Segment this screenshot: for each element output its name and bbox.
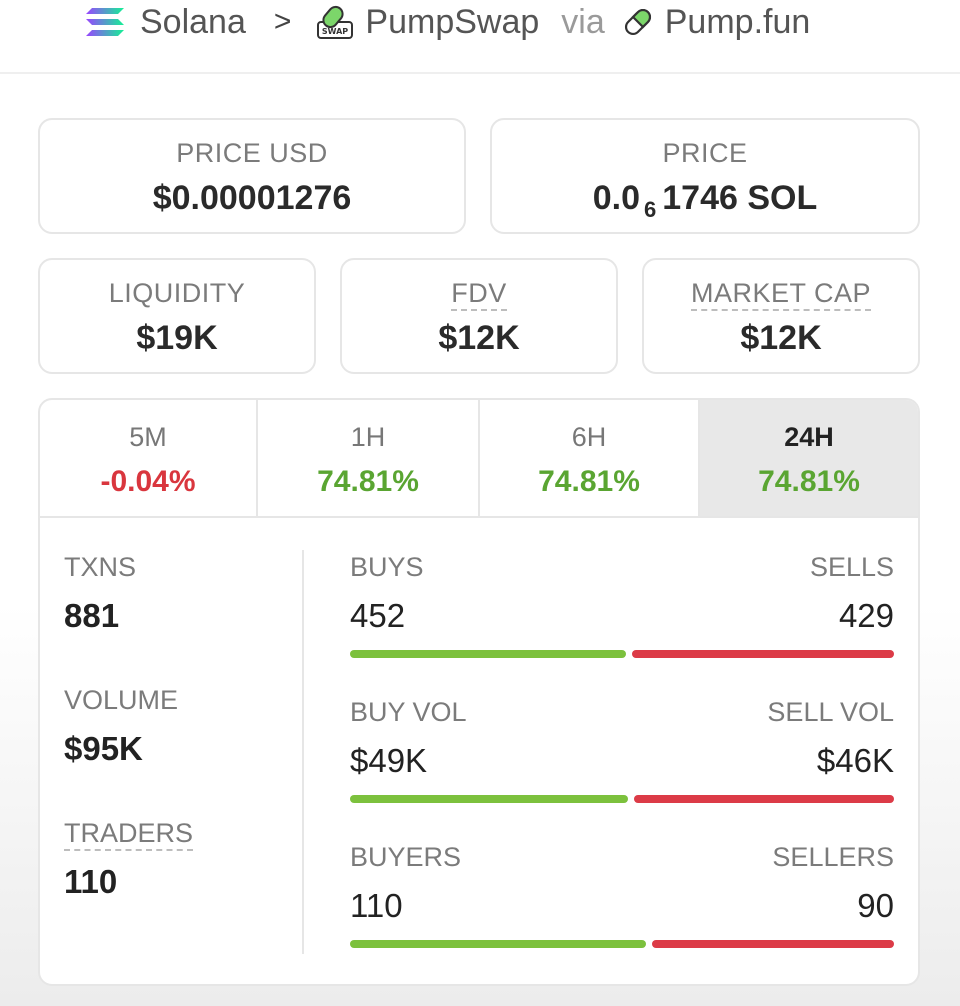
stats-panel: 5M -0.04% 1H 74.81% 6H 74.81% 24H 74.81%… [38, 398, 920, 986]
pumpswap-logo-icon: SWAP [315, 2, 355, 42]
tab-6h[interactable]: 6H 74.81% [480, 400, 700, 516]
dex-name: PumpSwap [365, 2, 540, 41]
price-digits: 1746 [662, 179, 738, 217]
launchpad-name: Pump.fun [664, 2, 811, 41]
price-usd-label: PRICE USD [176, 138, 328, 168]
swap-logo-text: SWAP [322, 27, 348, 36]
liquidity-label: LIQUIDITY [108, 278, 246, 308]
volume-label: VOLUME [64, 685, 179, 715]
txns-value: 881 [64, 597, 120, 634]
chain-name: Solana [140, 2, 246, 41]
breadcrumb-dex[interactable]: SWAP PumpSwap [315, 2, 539, 42]
tab-5m[interactable]: 5M -0.04% [40, 400, 258, 516]
buy-vol-value: $49K [350, 742, 428, 779]
solana-logo-icon [86, 6, 126, 38]
traders-pair: BUYERS SELLERS 110 90 [350, 842, 894, 984]
traders-stat: TRADERS 110 [64, 818, 304, 901]
traders-value: 110 [64, 863, 118, 900]
tab-change: 74.81% [538, 465, 640, 498]
tab-label: 5M [129, 422, 167, 452]
sells-bar-segment [632, 650, 894, 658]
tab-1h[interactable]: 1H 74.81% [258, 400, 480, 516]
breadcrumb: Solana > SWAP PumpSwap via Pump.fun [0, 0, 960, 44]
buyers-value: 110 [350, 887, 403, 924]
fdv-label[interactable]: FDV [451, 278, 507, 311]
market-cap-label[interactable]: MARKET CAP [690, 278, 872, 311]
tab-change: -0.04% [100, 465, 196, 498]
sell-vol-bar-segment [634, 795, 894, 803]
price-sol-label: PRICE [662, 138, 748, 168]
via-label: via [561, 2, 605, 41]
pill-icon [621, 5, 655, 39]
tab-change: 74.81% [758, 465, 860, 498]
volume-bar [350, 795, 894, 803]
buys-sells-pair: BUYS SELLS 452 429 [350, 552, 894, 697]
liquidity-card: LIQUIDITY $19K [38, 258, 316, 374]
breadcrumb-launchpad[interactable]: Pump.fun [621, 2, 811, 42]
sells-label: SELLS [809, 552, 894, 582]
traders-bar [350, 940, 894, 948]
traders-label[interactable]: TRADERS [64, 818, 194, 851]
tab-label: 1H [350, 422, 386, 452]
fdv-card: FDV $12K [340, 258, 618, 374]
header-divider [0, 72, 960, 74]
txns-label: TXNS [64, 552, 137, 582]
tab-label: 24H [784, 422, 834, 452]
tab-label: 6H [571, 422, 607, 452]
breadcrumb-chain[interactable]: Solana [86, 3, 246, 42]
fdv-value: $12K [438, 319, 520, 357]
volume-value: $95K [64, 730, 143, 767]
tab-24h[interactable]: 24H 74.81% [700, 400, 918, 516]
buys-label: BUYS [350, 552, 424, 582]
price-unit: SOL [747, 179, 818, 217]
txns-stat: TXNS 881 [64, 552, 304, 635]
buys-value: 452 [350, 597, 406, 634]
volume-stat: VOLUME $95K [64, 685, 304, 768]
breakdown-column: BUYS SELLS 452 429 BUY VOL SELL VOL $49K… [350, 552, 894, 984]
buy-vol-bar-segment [350, 795, 628, 803]
price-usd-value: $0.00001276 [152, 179, 352, 217]
buys-bar-segment [350, 650, 626, 658]
price-prefix: 0.0 [592, 179, 640, 217]
buyers-label: BUYERS [350, 842, 462, 872]
volume-pair: BUY VOL SELL VOL $49K $46K [350, 697, 894, 842]
sellers-value: 90 [857, 887, 894, 924]
market-cap-value: $12K [740, 319, 822, 357]
tab-change: 74.81% [317, 465, 419, 498]
buys-sells-bar [350, 650, 894, 658]
totals-column: TXNS 881 VOLUME $95K TRADERS 110 [64, 552, 304, 951]
buy-vol-label: BUY VOL [350, 697, 467, 727]
sellers-label: SELLERS [772, 842, 894, 872]
sells-value: 429 [838, 597, 894, 634]
price-sol-card: PRICE 0.0 6 1746 SOL [490, 118, 920, 234]
price-usd-card: PRICE USD $0.00001276 [38, 118, 466, 234]
liquidity-value: $19K [136, 319, 218, 357]
breadcrumb-separator: > [273, 5, 292, 38]
market-cap-card: MARKET CAP $12K [642, 258, 920, 374]
price-sol-value: 0.0 6 1746 SOL [492, 179, 918, 222]
column-divider [302, 550, 304, 954]
price-zero-count: 6 [644, 197, 657, 222]
sellers-bar-segment [652, 940, 894, 948]
timeframe-tabs: 5M -0.04% 1H 74.81% 6H 74.81% 24H 74.81% [40, 400, 918, 518]
sell-vol-label: SELL VOL [767, 697, 894, 727]
sell-vol-value: $46K [816, 742, 894, 779]
buyers-bar-segment [350, 940, 646, 948]
